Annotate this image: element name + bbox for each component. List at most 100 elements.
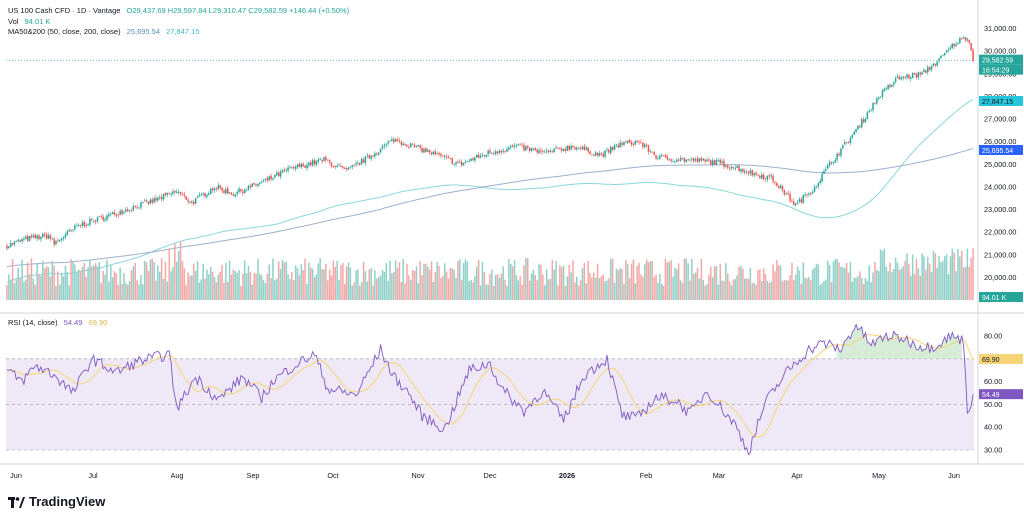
candle-body — [627, 140, 629, 143]
candle-body — [193, 201, 195, 204]
candle-body — [732, 167, 735, 168]
rsi-level-50-tick: 50.00 — [984, 400, 1002, 409]
candle-body — [376, 153, 378, 155]
ma200-price-label-bg — [979, 96, 1023, 106]
volume-bar — [351, 285, 354, 300]
volume-bar — [74, 264, 76, 300]
volume-bar — [719, 264, 722, 300]
candle-body — [842, 145, 844, 148]
candle-body — [711, 160, 714, 165]
rsi-legend: RSI (14, close) 54.49 69.90 — [8, 318, 107, 328]
candle-body — [43, 233, 46, 235]
candle-body — [176, 191, 178, 193]
volume-bar — [751, 283, 754, 300]
candle-body — [66, 231, 69, 235]
volume-bar — [934, 253, 937, 300]
candle-body — [832, 161, 835, 164]
candle-body — [181, 193, 184, 195]
volume-bar — [587, 261, 589, 300]
candle-body — [391, 139, 393, 141]
candle-body — [919, 72, 922, 75]
volume-bar — [308, 262, 310, 300]
candle-body — [855, 129, 857, 132]
candle-body — [364, 156, 367, 163]
volume-bar — [645, 259, 648, 300]
tradingview-brand[interactable]: TradingView — [8, 494, 105, 509]
volume-bar — [821, 282, 823, 300]
candle-body — [519, 144, 521, 146]
candle-body — [787, 193, 789, 194]
candle-body — [762, 174, 765, 179]
volume-bar — [840, 266, 842, 300]
volume-bar — [549, 278, 552, 300]
candle-body — [679, 158, 682, 162]
candle-body — [936, 61, 938, 66]
volume-bar — [215, 282, 218, 300]
candle-body — [89, 218, 91, 225]
volume-bar — [870, 282, 872, 300]
volume-bar — [162, 279, 165, 300]
volume-bar — [674, 267, 676, 300]
volume-bar — [481, 261, 484, 300]
candle-body — [232, 194, 235, 196]
volume-bar — [902, 266, 905, 300]
candle-body — [474, 157, 476, 161]
volume-bar — [908, 263, 910, 300]
volume-bar — [853, 277, 855, 300]
rsi-ma-price-label-bg — [979, 354, 1023, 365]
candle-body — [568, 145, 571, 150]
volume-bar — [296, 268, 299, 300]
volume-bar — [474, 276, 476, 300]
volume-bar — [402, 259, 404, 300]
candle-body — [617, 145, 620, 148]
candle-body — [949, 47, 952, 49]
candle-body — [951, 43, 954, 48]
volume-bar — [43, 268, 46, 300]
volume-bar — [793, 280, 795, 300]
volume-bar — [317, 263, 320, 300]
candle-body — [598, 153, 601, 156]
volume-bar — [891, 272, 893, 300]
candle-body — [857, 125, 859, 130]
ohlc-values: O29,437.69 H29,597.84 L29,310.47 C29,582… — [126, 6, 350, 15]
volume-bar — [294, 265, 297, 300]
volume-bar — [630, 263, 633, 300]
candle-body — [255, 184, 257, 186]
volume-bar — [53, 265, 55, 300]
candle-body — [606, 149, 608, 151]
volume-bar — [761, 281, 763, 300]
candle-body — [377, 152, 380, 155]
volume-bar — [379, 275, 382, 300]
candle-body — [217, 185, 220, 190]
candle-body — [630, 141, 633, 145]
candle-body — [444, 156, 446, 157]
volume-bar — [757, 270, 759, 300]
candle-body — [396, 139, 399, 141]
volume-bar — [632, 259, 635, 300]
volume-bar — [285, 261, 288, 300]
candle-body — [96, 216, 99, 222]
candle-body — [266, 178, 269, 181]
candle-body — [234, 194, 237, 197]
candle-body — [421, 148, 423, 153]
volume-bar — [610, 258, 612, 300]
volume-bar — [627, 264, 629, 300]
volume-bar — [500, 273, 503, 300]
candle-body — [638, 141, 640, 143]
candle-body — [777, 186, 780, 189]
rsi-ma-price-label: 69.90 — [982, 357, 1000, 364]
candle-body — [494, 151, 497, 155]
candle-body — [725, 165, 727, 167]
rsi-legend-value: 54.49 — [63, 318, 83, 327]
volume-bar — [583, 263, 586, 300]
volume-bar — [764, 274, 767, 300]
volume-bar — [644, 264, 646, 300]
ma50-price-label-bg — [979, 145, 1023, 155]
candle-body — [893, 82, 895, 85]
candle-body — [185, 196, 187, 200]
volume-bar — [759, 269, 761, 300]
candle-body — [791, 201, 793, 202]
volume-bar — [23, 281, 25, 300]
candle-body — [868, 111, 871, 113]
